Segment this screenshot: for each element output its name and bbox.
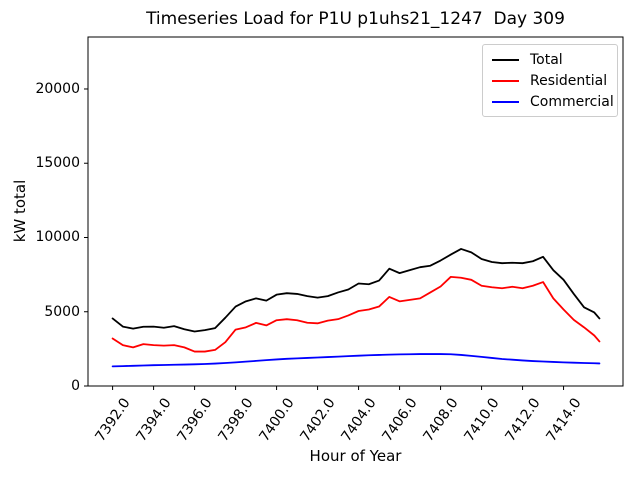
legend-item-commercial: Commercial [492,91,614,112]
y-tick-label: 0 [71,378,80,394]
legend: Total Residential Commercial [482,44,618,117]
y-tick-label: 10000 [35,229,80,246]
commercial-line-swatch [492,100,519,103]
chart-title: Timeseries Load for P1U p1uhs21_1247 Day… [146,9,565,29]
axes-frame [87,36,624,387]
legend-item-residential: Residential [492,70,608,91]
x-axis-label: Hour of Year [309,447,402,465]
y-tick-label: 20000 [35,80,80,97]
legend-label-total: Total [530,51,563,68]
y-tick-label: 15000 [35,155,80,172]
legend-item-total: Total [492,49,608,70]
legend-label-residential: Residential [530,72,608,89]
series-line-total [111,248,601,333]
total-line-swatch [492,58,519,61]
legend-label-commercial: Commercial [530,93,614,110]
residential-line-swatch [492,79,519,82]
y-tick-label: 5000 [44,303,80,320]
series-line-residential [111,275,601,353]
series-line-commercial [111,353,601,368]
